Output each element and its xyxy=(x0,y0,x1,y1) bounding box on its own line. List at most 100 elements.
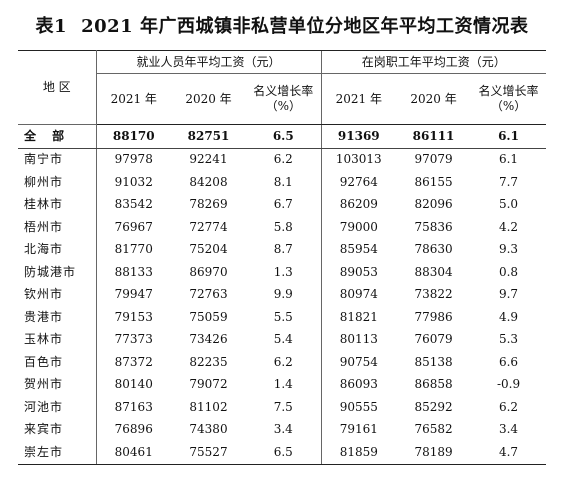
employed-2021-cell: 79153 xyxy=(114,309,153,324)
employed-rate-cell: 8.7 xyxy=(273,242,293,257)
employed-2021-cell: 76896 xyxy=(114,422,153,437)
onpost-2021-cell: 81821 xyxy=(320,306,397,329)
employed-rate-cell: 3.4 xyxy=(273,422,293,437)
employed-2020-cell: 75527 xyxy=(171,441,246,465)
rate-label: 名义增长率 xyxy=(478,84,539,98)
employed-rate-cell: 6.7 xyxy=(273,197,293,212)
employed-2020-cell: 74380 xyxy=(189,422,228,437)
region-cell: 北海市 xyxy=(18,238,97,261)
employed-2020-cell: 84208 xyxy=(189,174,228,189)
onpost-rate-cell: 6.1 xyxy=(471,124,547,149)
rate-unit: （%） xyxy=(265,99,301,113)
employed-rate-header: 名义增长率 （%） xyxy=(246,73,322,125)
onpost-rate-cell: -0.9 xyxy=(496,377,521,392)
table-body: 全 部 88170 82751 6.5 91369 86111 6.1 南宁市 97978 922… xyxy=(18,124,547,465)
onpost-2021-cell: 80113 xyxy=(320,328,397,351)
onpost-2020-cell: 97079 xyxy=(414,152,453,167)
employed-2020-cell: 75059 xyxy=(189,309,228,324)
table-row: 贵港市 79153 75059 5.5 81821 77986 4.9 xyxy=(18,306,546,329)
employed-2021-cell: 88133 xyxy=(114,264,153,279)
onpost-2020-cell: 82096 xyxy=(414,197,453,212)
onpost-rate-cell: 6.6 xyxy=(498,354,519,369)
table-title: 表1 2021 年广西城镇非私营单位分地区年平均工资情况表 xyxy=(0,12,564,38)
employed-rate-cell: 1.3 xyxy=(273,264,293,279)
table-row: 玉林市 77373 73426 5.4 80113 76079 5.3 xyxy=(18,328,546,351)
employed-rate-cell: 5.4 xyxy=(273,332,293,347)
region-cell: 桂林市 xyxy=(18,193,97,216)
employed-2020-cell: 82751 xyxy=(171,124,246,149)
region-cell: 玉林市 xyxy=(18,328,97,351)
table-row: 钦州市 79947 72763 9.9 80974 73822 9.7 xyxy=(18,283,546,306)
employed-2021-cell: 79947 xyxy=(114,287,153,302)
region-cell: 柳州市 xyxy=(18,171,97,194)
onpost-2020-cell: 76582 xyxy=(414,422,453,437)
employed-2021-cell: 77373 xyxy=(114,332,153,347)
table-row: 桂林市 83542 78269 6.7 86209 82096 5.0 xyxy=(18,193,546,216)
employed-2021-cell: 91032 xyxy=(114,174,153,189)
onpost-rate-cell: 4.7 xyxy=(471,441,547,465)
employed-2021-cell: 97978 xyxy=(114,152,153,167)
table-row: 河池市 87163 81102 7.5 90555 85292 6.2 xyxy=(18,396,546,419)
region-cell: 贵港市 xyxy=(18,306,97,329)
table-row: 防城港市 88133 86970 1.3 89053 88304 0.8 xyxy=(18,261,546,284)
onpost-2020-cell: 88304 xyxy=(414,264,453,279)
employed-2021-cell: 76967 xyxy=(114,219,153,234)
table-row: 贺州市 80140 79072 1.4 86093 86858 -0.9 xyxy=(18,373,546,396)
employed-2020-cell: 73426 xyxy=(189,332,228,347)
employed-2020-cell: 72774 xyxy=(189,219,228,234)
region-cell: 防城港市 xyxy=(18,261,97,284)
onpost-rate-cell: 9.7 xyxy=(498,287,519,302)
onpost-2021-header: 2021 年 xyxy=(320,73,397,125)
employed-group-header: 就业人员年平均工资（元） xyxy=(96,50,322,74)
table-row: 梧州市 76967 72774 5.8 79000 75836 4.2 xyxy=(18,216,546,239)
onpost-rate-cell: 5.0 xyxy=(498,197,519,212)
employed-2021-cell: 80461 xyxy=(96,441,171,465)
onpost-2020-cell: 85292 xyxy=(414,399,453,414)
table-row: 来宾市 76896 74380 3.4 79161 76582 3.4 xyxy=(18,418,546,441)
employed-rate-cell: 7.5 xyxy=(273,399,293,414)
region-cell: 南宁市 xyxy=(18,148,97,171)
onpost-2021-cell: 103013 xyxy=(320,148,397,171)
onpost-2021-cell: 90754 xyxy=(320,351,397,374)
onpost-2020-cell: 77986 xyxy=(414,309,453,324)
onpost-2021-cell: 80974 xyxy=(320,283,397,306)
onpost-2021-cell: 86209 xyxy=(320,193,397,216)
onpost-2020-cell: 86858 xyxy=(414,377,453,392)
employed-2020-header: 2020 年 xyxy=(171,73,246,125)
region-cell: 梧州市 xyxy=(18,216,97,239)
wage-table: 地 区 就业人员年平均工资（元） 在岗职工年平均工资（元） 2021 年 202… xyxy=(18,50,547,465)
onpost-rate-cell: 5.3 xyxy=(498,332,519,347)
employed-2021-cell: 80140 xyxy=(114,377,153,392)
employed-2020-cell: 79072 xyxy=(189,377,228,392)
table-row: 柳州市 91032 84208 8.1 92764 86155 7.7 xyxy=(18,171,546,194)
onpost-2021-cell: 79000 xyxy=(320,216,397,239)
region-cell: 全 部 xyxy=(18,124,97,149)
region-cell: 钦州市 xyxy=(18,283,97,306)
employed-rate-cell: 1.4 xyxy=(273,377,293,392)
table-row: 崇左市 80461 75527 6.5 81859 78189 4.7 xyxy=(18,441,547,465)
region-cell: 崇左市 xyxy=(18,441,97,465)
employed-rate-cell: 6.5 xyxy=(246,124,322,149)
onpost-rate-cell: 6.1 xyxy=(498,152,519,167)
onpost-2021-cell: 85954 xyxy=(320,238,397,261)
rate-label: 名义增长率 xyxy=(253,84,314,98)
employed-rate-cell: 6.5 xyxy=(246,441,322,465)
onpost-2020-header: 2020 年 xyxy=(396,73,472,125)
region-cell: 河池市 xyxy=(18,396,97,419)
employed-2020-cell: 75204 xyxy=(189,242,228,257)
onpost-group-header: 在岗职工年平均工资（元） xyxy=(320,50,547,74)
employed-2020-cell: 82235 xyxy=(189,354,228,369)
employed-2020-cell: 72763 xyxy=(189,287,228,302)
employed-2021-cell: 81770 xyxy=(114,242,153,257)
employed-2020-cell: 92241 xyxy=(189,152,228,167)
table-header: 地 区 就业人员年平均工资（元） 在岗职工年平均工资（元） 2021 年 202… xyxy=(18,50,547,125)
onpost-rate-cell: 4.2 xyxy=(498,219,519,234)
table-number: 表1 xyxy=(35,16,68,37)
onpost-rate-cell: 6.2 xyxy=(498,399,519,414)
onpost-2020-cell: 78189 xyxy=(396,441,472,465)
onpost-2021-cell: 90555 xyxy=(320,396,397,419)
employed-2021-cell: 83542 xyxy=(114,197,153,212)
onpost-2021-cell: 89053 xyxy=(320,261,397,284)
onpost-rate-cell: 7.7 xyxy=(498,174,519,189)
onpost-2021-cell: 91369 xyxy=(320,124,397,149)
